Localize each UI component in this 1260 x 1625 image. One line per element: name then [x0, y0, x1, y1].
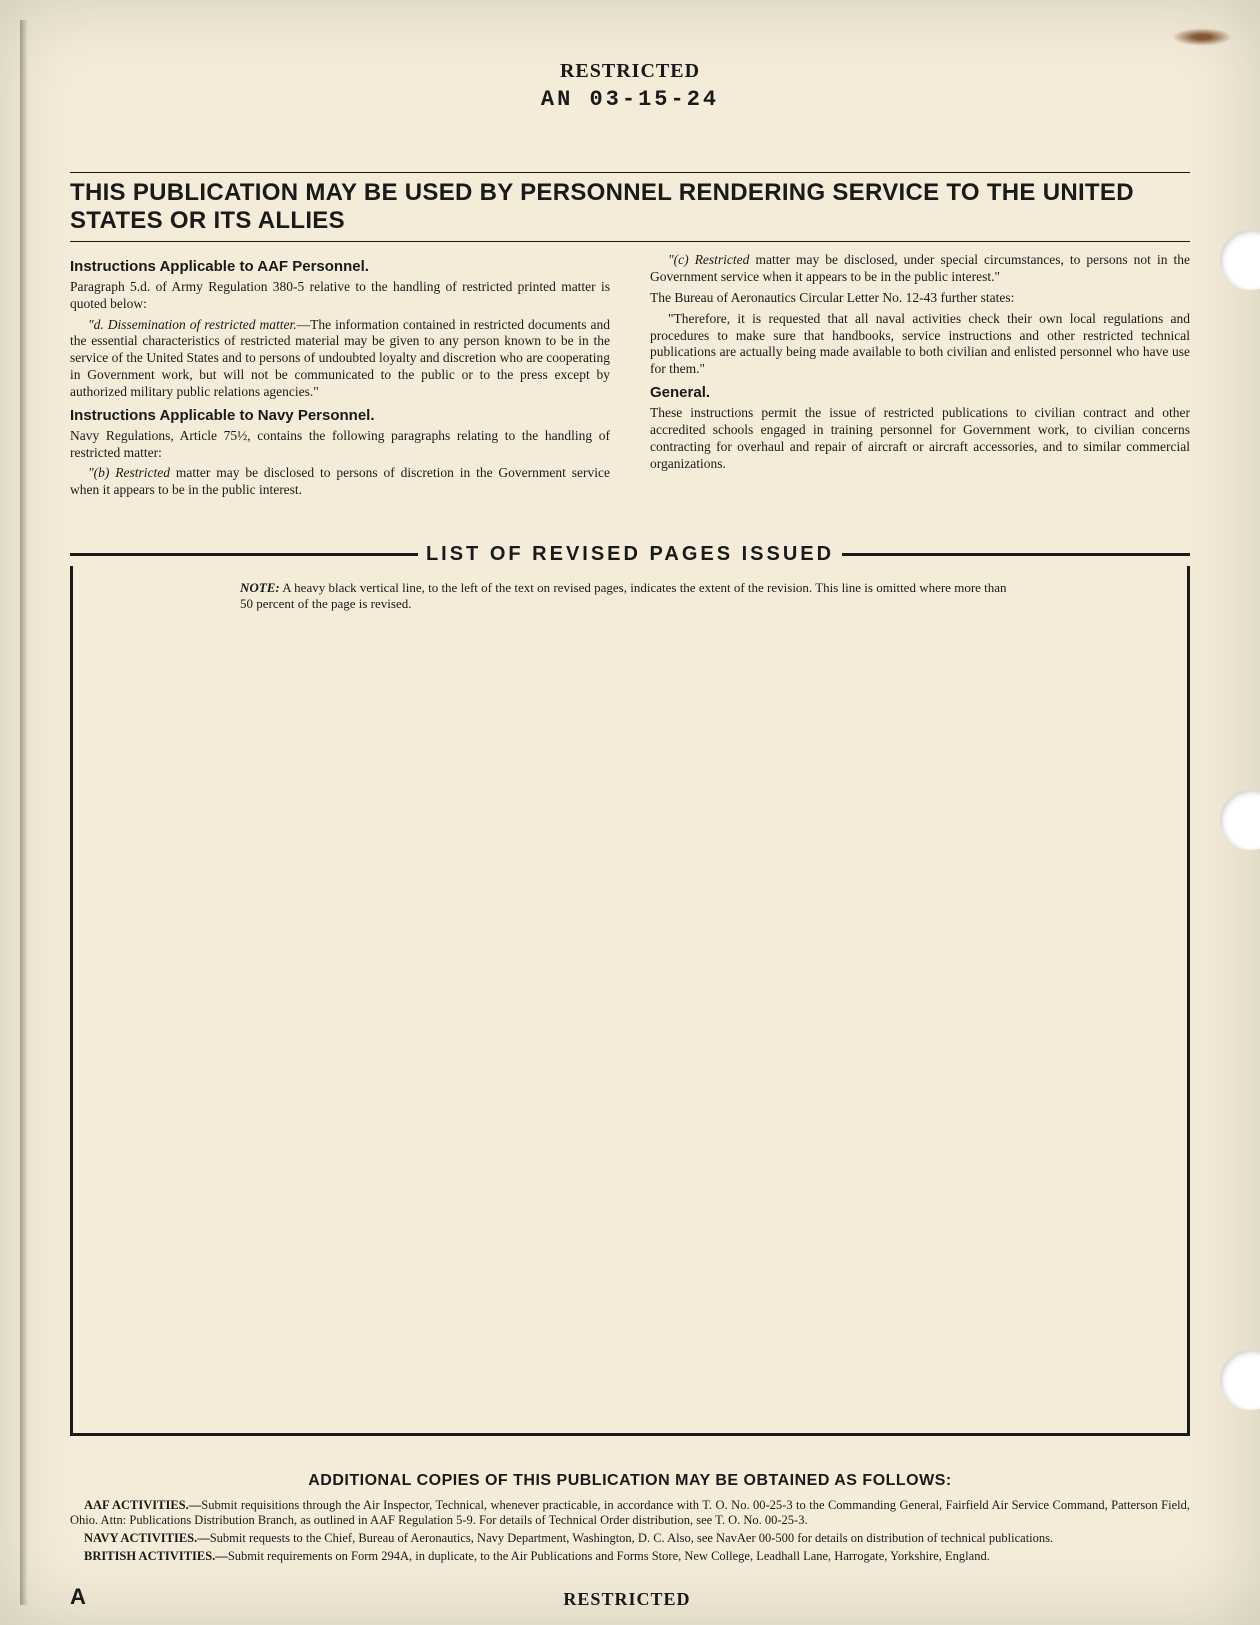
- body-text: "d. Dissemination of restricted matter.—…: [70, 317, 610, 401]
- aaf-activities: AAF ACTIVITIES.—Submit requisitions thro…: [70, 1498, 1190, 1528]
- revised-title-row: LIST OF REVISED PAGES ISSUED: [70, 543, 1190, 566]
- italic-lead: "d. Dissemination of restricted matter.: [88, 317, 297, 332]
- page-header: RESTRICTED AN 03-15-24: [70, 60, 1190, 112]
- revised-pages-box: NOTE: A heavy black vertical line, to th…: [70, 566, 1190, 1436]
- activity-text: Submit requests to the Chief, Bureau of …: [210, 1531, 1053, 1545]
- page-letter: A: [70, 1584, 86, 1610]
- note-label: NOTE:: [240, 580, 280, 595]
- hole-punch: [1220, 230, 1260, 290]
- body-text: Navy Regulations, Article 75½, contains …: [70, 428, 610, 462]
- classification-bottom: RESTRICTED: [563, 1589, 690, 1610]
- document-number: AN 03-15-24: [70, 87, 1190, 112]
- hole-punch: [1220, 790, 1260, 850]
- page-footer-row: A RESTRICTED: [70, 1584, 1190, 1610]
- document-page: RESTRICTED AN 03-15-24 THIS PUBLICATION …: [0, 0, 1260, 1625]
- divider: [70, 241, 1190, 242]
- navy-heading: Instructions Applicable to Navy Personne…: [70, 407, 610, 426]
- paper-stain: [1172, 28, 1232, 46]
- rule-segment: [842, 553, 1190, 556]
- classification-top: RESTRICTED: [70, 60, 1190, 83]
- body-text: These instructions permit the issue of r…: [650, 405, 1190, 473]
- activity-label: AAF ACTIVITIES.—: [84, 1498, 201, 1512]
- british-activities: BRITISH ACTIVITIES.—Submit requirements …: [70, 1549, 1190, 1564]
- instructions-columns: Instructions Applicable to AAF Personnel…: [70, 252, 1190, 503]
- usage-banner: THIS PUBLICATION MAY BE USED BY PERSONNE…: [70, 173, 1190, 241]
- revision-note: NOTE: A heavy black vertical line, to th…: [240, 580, 1020, 611]
- footer-block: ADDITIONAL COPIES OF THIS PUBLICATION MA…: [70, 1472, 1190, 1564]
- activity-text: Submit requisitions through the Air Insp…: [70, 1498, 1190, 1527]
- footer-text: AAF ACTIVITIES.—Submit requisitions thro…: [70, 1498, 1190, 1564]
- revised-pages-section: LIST OF REVISED PAGES ISSUED NOTE: A hea…: [70, 543, 1190, 1436]
- activity-label: BRITISH ACTIVITIES.—: [84, 1549, 228, 1563]
- footer-title: ADDITIONAL COPIES OF THIS PUBLICATION MA…: [70, 1472, 1190, 1490]
- body-text: "(c) Restricted matter may be disclosed,…: [650, 252, 1190, 286]
- right-column: "(c) Restricted matter may be disclosed,…: [650, 252, 1190, 503]
- general-heading: General.: [650, 384, 1190, 403]
- aaf-heading: Instructions Applicable to AAF Personnel…: [70, 258, 610, 277]
- italic-lead: "(c) Restricted: [668, 252, 749, 267]
- activity-label: NAVY ACTIVITIES.—: [84, 1531, 210, 1545]
- left-column: Instructions Applicable to AAF Personnel…: [70, 252, 610, 503]
- body-text: "(b) Restricted matter may be disclosed …: [70, 465, 610, 499]
- body-text: Paragraph 5.d. of Army Regulation 380-5 …: [70, 279, 610, 313]
- hole-punch: [1220, 1350, 1260, 1410]
- revised-title: LIST OF REVISED PAGES ISSUED: [418, 543, 842, 566]
- body-text: The Bureau of Aeronautics Circular Lette…: [650, 290, 1190, 307]
- body-text: "Therefore, it is requested that all nav…: [650, 311, 1190, 379]
- rule-segment: [70, 553, 418, 556]
- note-text: A heavy black vertical line, to the left…: [240, 580, 1007, 611]
- activity-text: Submit requirements on Form 294A, in dup…: [228, 1549, 990, 1563]
- navy-activities: NAVY ACTIVITIES.—Submit requests to the …: [70, 1531, 1190, 1546]
- italic-lead: "(b) Restricted: [88, 465, 170, 480]
